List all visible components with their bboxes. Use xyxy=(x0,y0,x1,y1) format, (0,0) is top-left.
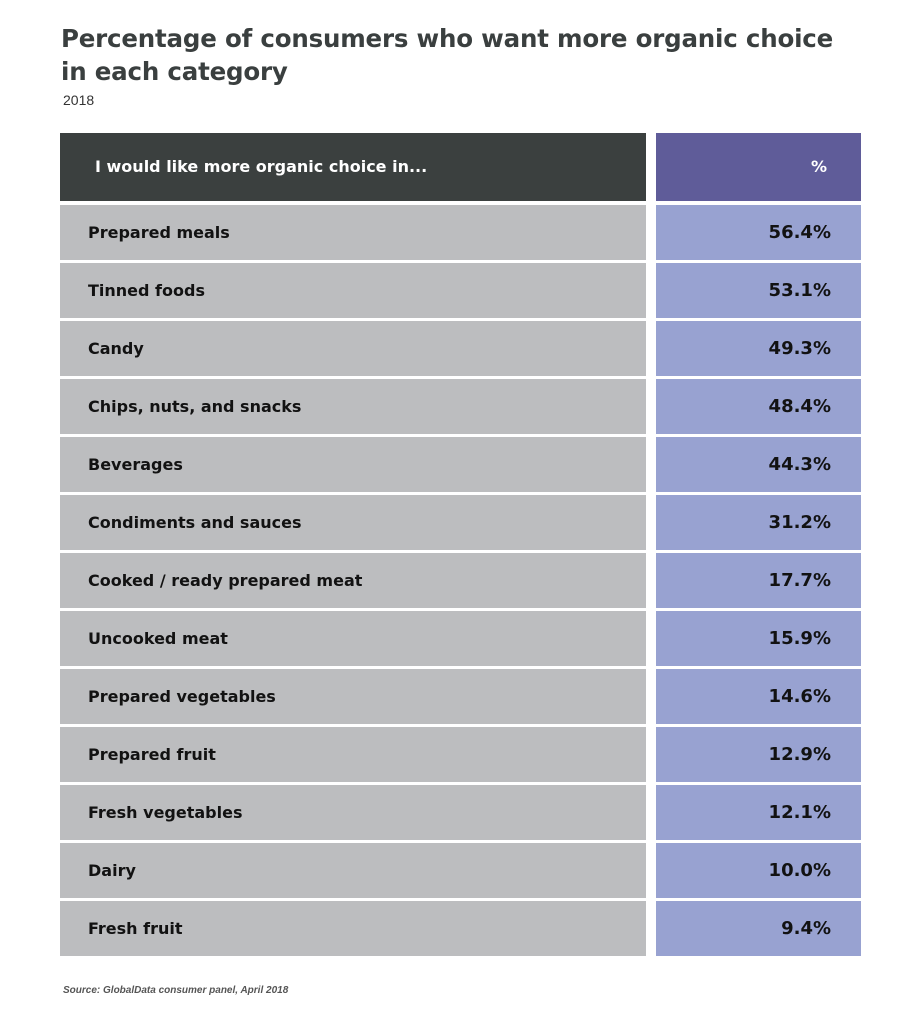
row-percent-value: 15.9% xyxy=(656,611,861,666)
row-percent-value: 12.1% xyxy=(656,785,861,840)
row-gap xyxy=(646,205,656,260)
row-percent-value: 56.4% xyxy=(656,205,861,260)
row-percent-value: 31.2% xyxy=(656,495,861,550)
data-table: I would like more organic choice in... %… xyxy=(60,133,861,959)
table-row: Fresh vegetables 12.1% xyxy=(60,785,861,840)
row-category-label: Cooked / ready prepared meat xyxy=(60,553,646,608)
chart-title: Percentage of consumers who want more or… xyxy=(61,24,834,86)
row-category-label: Dairy xyxy=(60,843,646,898)
row-percent-value: 53.1% xyxy=(656,263,861,318)
header-percent-label: % xyxy=(656,133,861,201)
row-category-label: Fresh vegetables xyxy=(60,785,646,840)
row-category-label: Tinned foods xyxy=(60,263,646,318)
row-percent-value: 14.6% xyxy=(656,669,861,724)
row-gap xyxy=(646,379,656,434)
table-row: Condiments and sauces 31.2% xyxy=(60,495,861,550)
table-header-row: I would like more organic choice in... % xyxy=(60,133,861,201)
row-gap xyxy=(646,553,656,608)
row-gap xyxy=(646,495,656,550)
table-row: Cooked / ready prepared meat 17.7% xyxy=(60,553,861,608)
row-gap xyxy=(646,901,656,956)
table-row: Fresh fruit 9.4% xyxy=(60,901,861,956)
row-category-label: Prepared vegetables xyxy=(60,669,646,724)
table-row: Candy 49.3% xyxy=(60,321,861,376)
source-note: Source: GlobalData consumer panel, April… xyxy=(63,985,289,996)
row-category-label: Prepared meals xyxy=(60,205,646,260)
row-category-label: Candy xyxy=(60,321,646,376)
row-gap xyxy=(646,611,656,666)
table-row: Prepared fruit 12.9% xyxy=(60,727,861,782)
row-category-label: Chips, nuts, and snacks xyxy=(60,379,646,434)
row-gap xyxy=(646,785,656,840)
row-gap xyxy=(646,437,656,492)
row-category-label: Uncooked meat xyxy=(60,611,646,666)
row-percent-value: 49.3% xyxy=(656,321,861,376)
row-gap xyxy=(646,843,656,898)
row-category-label: Prepared fruit xyxy=(60,727,646,782)
table-row: Uncooked meat 15.9% xyxy=(60,611,861,666)
row-gap xyxy=(646,263,656,318)
row-gap xyxy=(646,321,656,376)
row-percent-value: 44.3% xyxy=(656,437,861,492)
header-category-label: I would like more organic choice in... xyxy=(60,133,646,201)
table-row: Tinned foods 53.1% xyxy=(60,263,861,318)
table-row: Dairy 10.0% xyxy=(60,843,861,898)
row-category-label: Beverages xyxy=(60,437,646,492)
row-percent-value: 48.4% xyxy=(656,379,861,434)
table-body: Prepared meals 56.4% Tinned foods 53.1% Cand… xyxy=(60,205,861,956)
header-gap xyxy=(646,133,656,201)
chart-subtitle: 2018 xyxy=(63,92,95,108)
row-percent-value: 12.9% xyxy=(656,727,861,782)
row-category-label: Condiments and sauces xyxy=(60,495,646,550)
row-gap xyxy=(646,727,656,782)
table-row: Prepared vegetables 14.6% xyxy=(60,669,861,724)
row-category-label: Fresh fruit xyxy=(60,901,646,956)
row-percent-value: 10.0% xyxy=(656,843,861,898)
row-percent-value: 17.7% xyxy=(656,553,861,608)
row-gap xyxy=(646,669,656,724)
table-row: Chips, nuts, and snacks 48.4% xyxy=(60,379,861,434)
row-percent-value: 9.4% xyxy=(656,901,861,956)
table-row: Prepared meals 56.4% xyxy=(60,205,861,260)
table-row: Beverages 44.3% xyxy=(60,437,861,492)
